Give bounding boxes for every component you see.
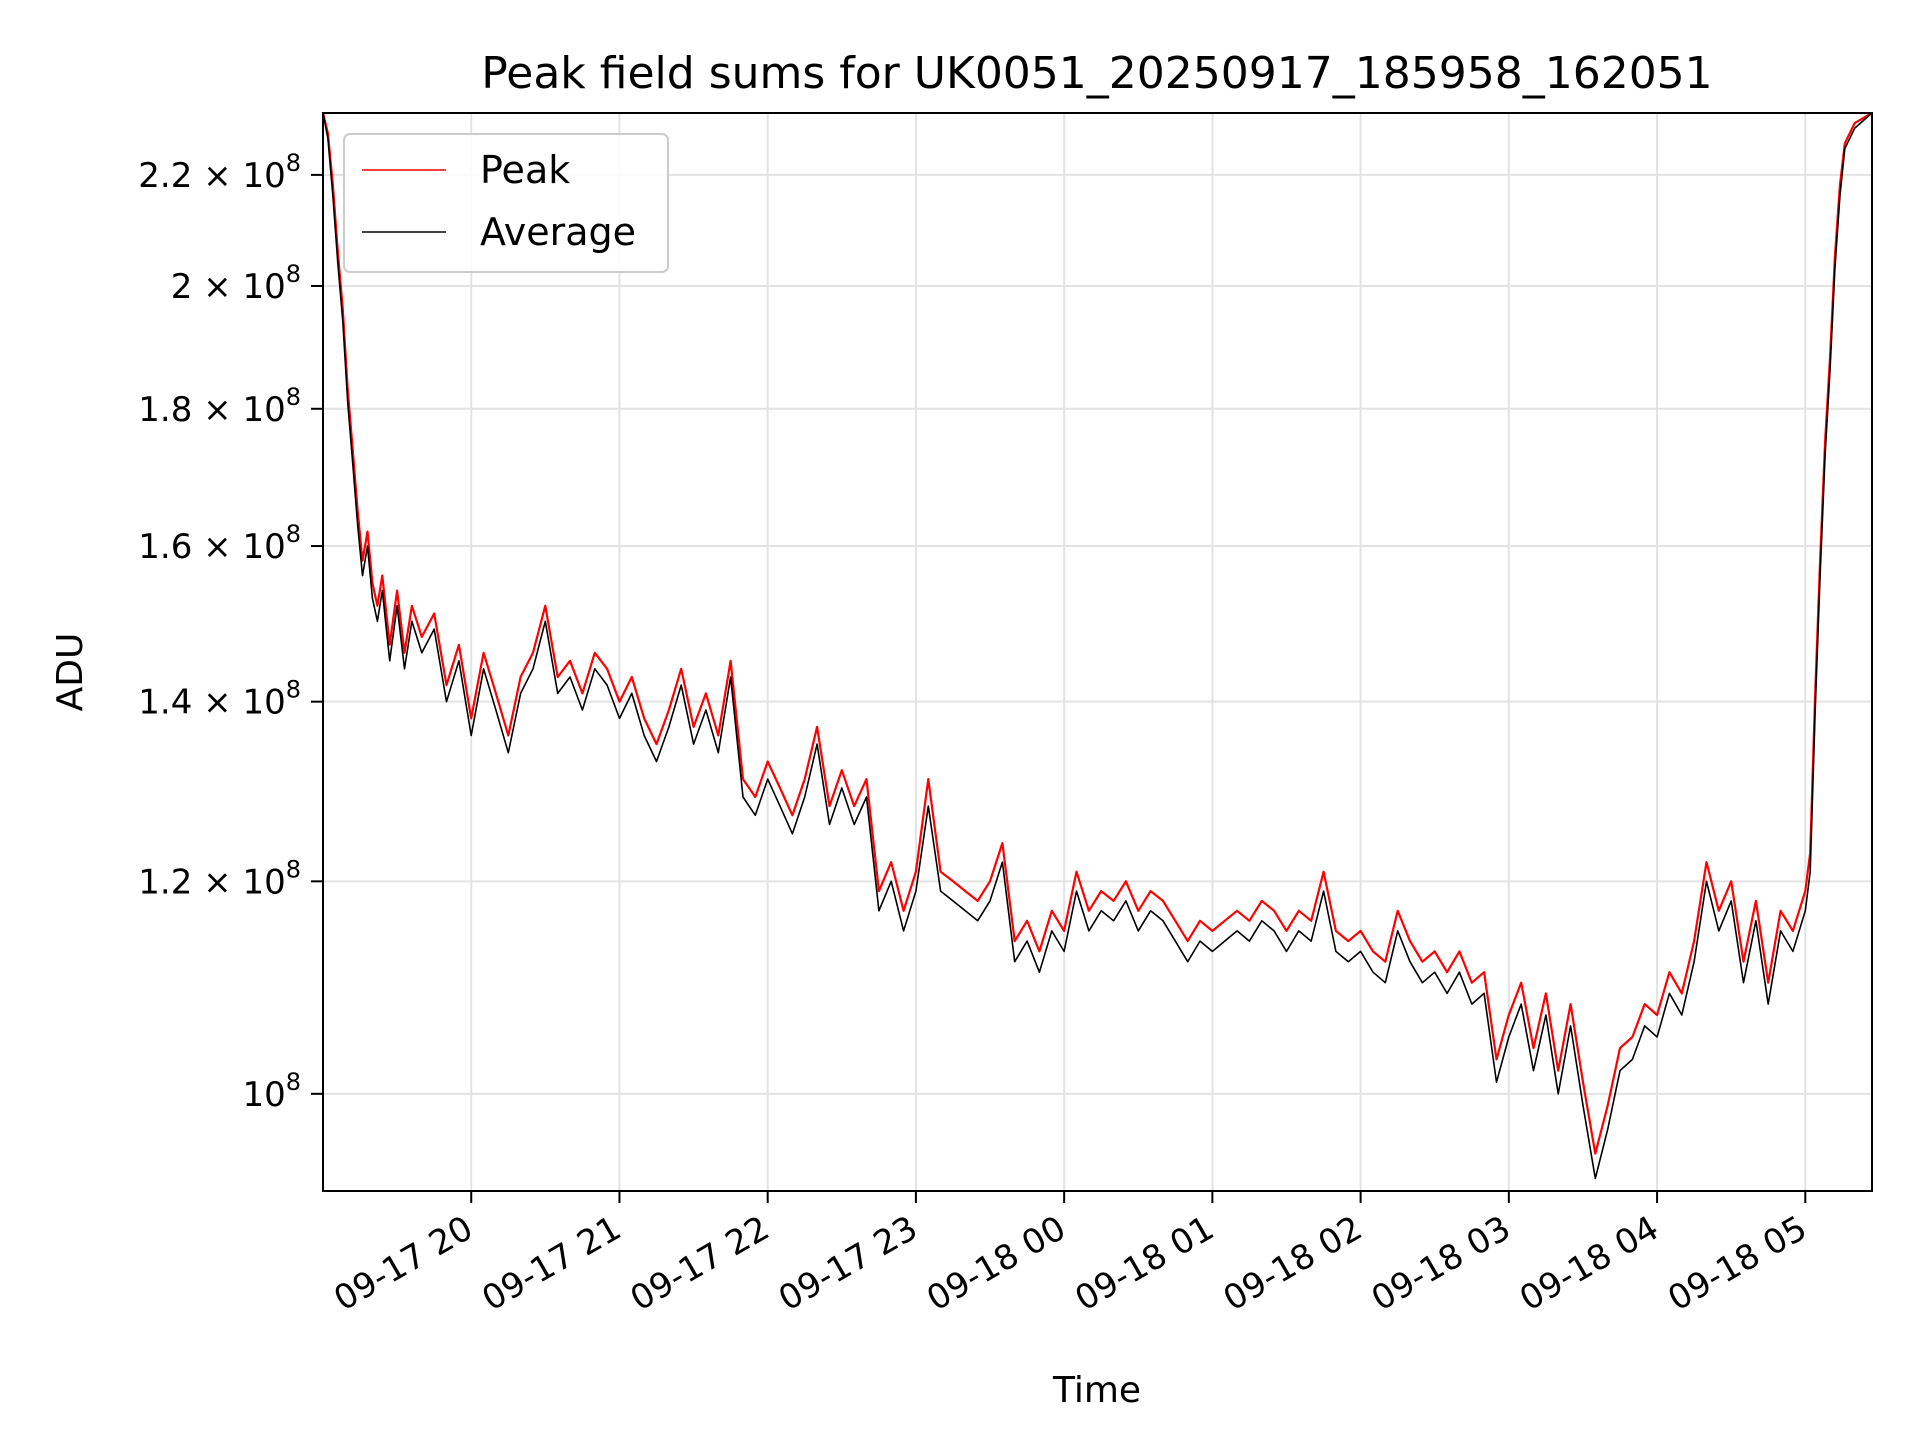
x-tick-label: 09-17 20	[327, 1208, 479, 1319]
y-tick-label: 1.4 × 108	[138, 676, 301, 723]
legend-box	[343, 133, 669, 273]
y-tick-label: 1.6 × 108	[138, 520, 301, 567]
x-tick-label: 09-18 00	[920, 1208, 1072, 1319]
series-line-average	[322, 112, 1873, 1180]
y-tick-label: 108	[242, 1068, 301, 1115]
plot-frame	[322, 112, 1873, 1192]
series-line-peak	[321, 112, 1873, 1155]
x-axis-label: Time	[1052, 1370, 1141, 1411]
grid-lines	[323, 113, 1872, 1191]
x-tick-label: 09-17 22	[624, 1208, 776, 1319]
series-lines	[321, 112, 1873, 1180]
chart-title: Peak field sums for UK0051_20250917_1859…	[481, 48, 1712, 99]
x-tick-label: 09-18 05	[1661, 1208, 1813, 1319]
x-tick-label: 09-18 03	[1365, 1208, 1517, 1319]
x-tick-label: 09-18 02	[1217, 1208, 1369, 1319]
y-tick-label: 1.2 × 108	[138, 855, 301, 902]
legend-label-average: Average	[480, 210, 636, 254]
y-axis-ticks: 2.2 × 108 2 × 108 1.8 × 108 1.6 × 108 1.4 × …	[138, 149, 323, 1115]
y-axis-label: ADU	[50, 633, 91, 712]
x-tick-label: 09-18 04	[1513, 1208, 1665, 1319]
y-tick-label: 2 × 108	[171, 260, 301, 307]
legend-label-peak: Peak	[480, 148, 570, 192]
x-tick-label: 09-18 01	[1068, 1208, 1220, 1319]
x-tick-label: 09-17 23	[772, 1208, 924, 1319]
y-tick-label: 2.2 × 108	[138, 149, 301, 196]
y-tick-label: 1.8 × 108	[138, 383, 301, 430]
legend: Peak Average	[343, 133, 669, 273]
x-tick-label: 09-17 21	[476, 1208, 628, 1319]
